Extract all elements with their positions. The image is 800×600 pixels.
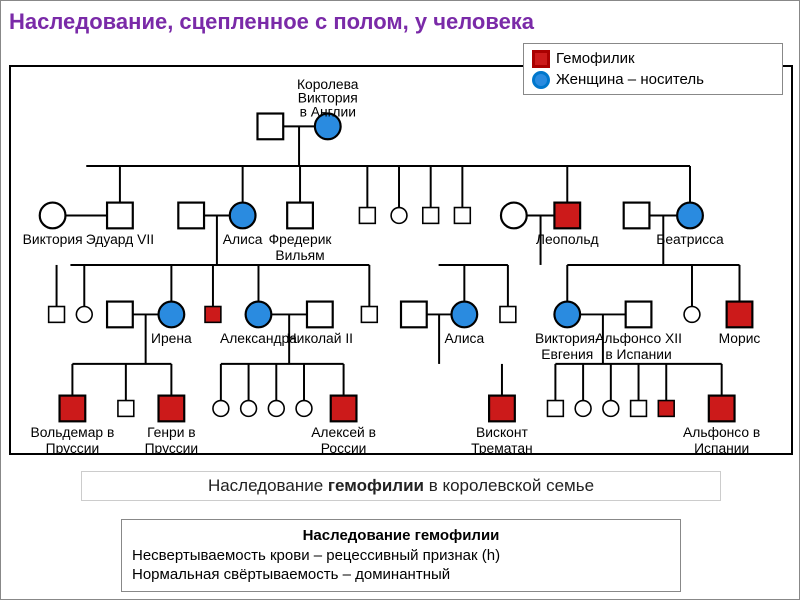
svg-text:Морис: Морис xyxy=(719,330,761,346)
svg-text:Вольдемар в: Вольдемар в xyxy=(30,424,114,440)
svg-text:Фредерик: Фредерик xyxy=(269,231,333,247)
caption-suffix: в королевской семье xyxy=(424,476,594,495)
svg-text:Трематан: Трематан xyxy=(471,440,533,453)
svg-text:Леопольд: Леопольд xyxy=(536,231,599,247)
info-line2: Нормальная свёртываемость – доминантный xyxy=(132,565,670,585)
svg-text:Генри в: Генри в xyxy=(147,424,196,440)
svg-text:Алиса: Алиса xyxy=(445,330,485,346)
svg-text:Беатрисса: Беатрисса xyxy=(656,231,724,247)
svg-text:Альфонсо XII: Альфонсо XII xyxy=(595,330,682,346)
caption-bold: гемофилии xyxy=(328,476,424,495)
pedigree-container: Гемофилик Женщина – носитель КоролеваВик… xyxy=(9,65,793,455)
slide-frame: Наследование, сцепленное с полом, у чело… xyxy=(0,0,800,600)
info-box: Наследование гемофилии Несвертываемость … xyxy=(121,519,681,592)
svg-text:Испании: Испании xyxy=(694,440,749,453)
svg-text:Пруссии: Пруссии xyxy=(145,440,199,453)
info-heading: Наследование гемофилии xyxy=(303,527,500,544)
pedigree-svg: КоролеваВикторияв АнглииВикторияЭдуард V… xyxy=(11,67,791,453)
legend-hemophilic: Гемофилик xyxy=(532,48,774,69)
svg-text:Евгения: Евгения xyxy=(541,346,593,362)
svg-text:Николай II: Николай II xyxy=(287,330,353,346)
svg-text:Эдуард VII: Эдуард VII xyxy=(86,231,154,247)
svg-text:Пруссии: Пруссии xyxy=(46,440,100,453)
svg-text:в Англии: в Англии xyxy=(300,103,356,119)
legend-hemophilic-label: Гемофилик xyxy=(556,48,635,69)
svg-text:Вильям: Вильям xyxy=(275,247,324,263)
caption-prefix: Наследование xyxy=(208,476,328,495)
svg-text:Алексей в: Алексей в xyxy=(311,424,376,440)
svg-text:Виктория-: Виктория- xyxy=(535,330,600,346)
legend-carrier-label: Женщина – носитель xyxy=(556,69,704,90)
svg-text:в Испании: в Испании xyxy=(605,346,671,362)
title-text: Наследование, сцепленное с полом, у чело… xyxy=(9,9,534,34)
svg-text:Ирена: Ирена xyxy=(151,330,192,346)
svg-text:Виктория: Виктория xyxy=(23,231,83,247)
svg-text:России: России xyxy=(321,440,367,453)
caption: Наследование гемофилии в королевской сем… xyxy=(81,471,721,501)
svg-text:Висконт: Висконт xyxy=(476,424,528,440)
legend-carrier: Женщина – носитель xyxy=(532,69,774,90)
info-line1: Несвертываемость крови – рецессивный при… xyxy=(132,546,670,566)
legend: Гемофилик Женщина – носитель xyxy=(523,43,783,95)
slide-title: Наследование, сцепленное с полом, у чело… xyxy=(9,9,791,35)
svg-text:Алиса: Алиса xyxy=(223,231,263,247)
carrier-swatch-icon xyxy=(532,71,550,89)
hemophilic-swatch-icon xyxy=(532,50,550,68)
svg-text:Альфонсо в: Альфонсо в xyxy=(683,424,760,440)
